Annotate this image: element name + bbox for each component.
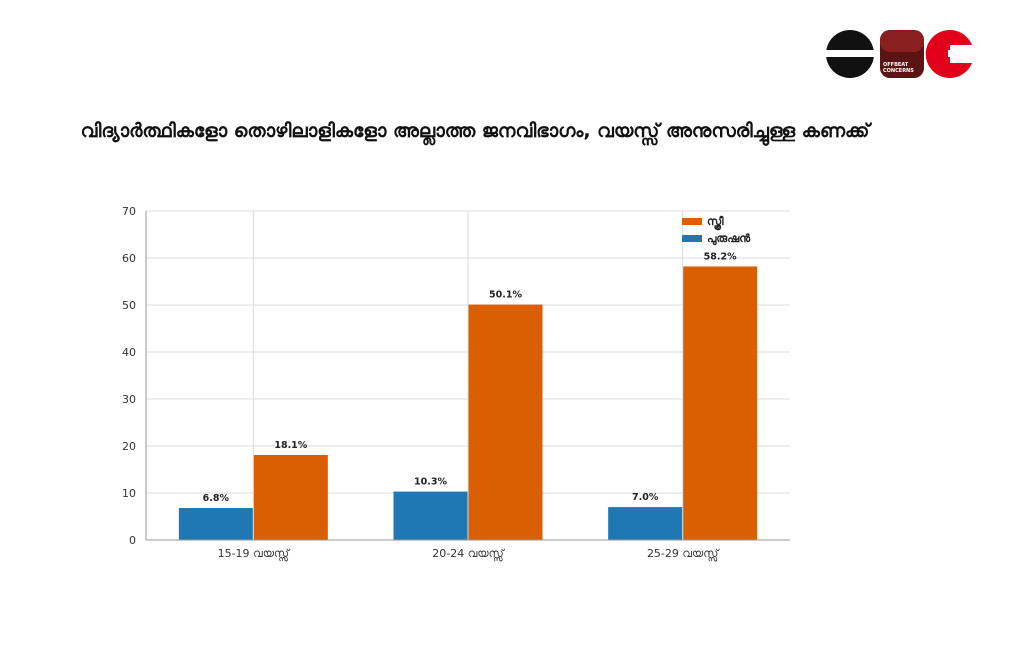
x-tick-label: 15-19 വയസ്സ്: [218, 547, 291, 561]
y-tick-label: 50: [122, 299, 136, 312]
y-tick-label: 60: [122, 252, 136, 265]
y-tick-label: 10: [122, 487, 136, 500]
chart-title: വിദ്യാർത്ഥികളോ തൊഴിലാളികളോ അല്ലാത്ത ജനവി…: [80, 120, 870, 142]
data-label: 10.3%: [414, 477, 447, 488]
bar-female-2: [683, 266, 758, 540]
x-tick-label: 25-29 വയസ്സ്: [647, 547, 720, 561]
data-label: 58.2%: [704, 251, 737, 262]
data-label: 18.1%: [274, 440, 307, 451]
data-label: 7.0%: [632, 492, 659, 503]
legend-swatch: [682, 235, 702, 242]
logo-dark-block-top: [880, 30, 924, 52]
bar-female-0: [253, 454, 328, 540]
offbeat-concerns-logo: [826, 30, 974, 78]
y-tick-label: 70: [122, 205, 136, 218]
logo-c-gap: [948, 50, 974, 57]
bar-female-1: [468, 304, 543, 540]
legend-label: സ്ത്രീ: [707, 215, 724, 231]
data-label: 50.1%: [489, 290, 522, 301]
bar-male-2: [608, 507, 683, 540]
data-label: 6.8%: [203, 493, 230, 504]
y-tick-label: 30: [122, 393, 136, 406]
y-tick-label: 0: [129, 534, 136, 547]
logo-text: OFFBEAT CONCERNS: [883, 62, 923, 74]
legend: സ്ത്രീപുരുഷൻ: [682, 215, 751, 246]
legend-label: പുരുഷൻ: [707, 232, 751, 246]
bars: 6.8% 18.1% 10.3% 50.1% 7.0% 58.2%: [178, 251, 758, 540]
logo-text-line2: CONCERNS: [883, 68, 914, 74]
logo-text-line1: OFFBEAT: [883, 62, 909, 68]
axes: 0 10 20 30 40 50 60 70 15-19 വയസ്സ് 20-24 വയസ്സ് 2…: [122, 205, 790, 561]
bar-male-0: [178, 508, 253, 540]
legend-swatch: [682, 218, 702, 225]
y-tick-label: 40: [122, 346, 136, 359]
logo-white-stripe: [826, 50, 874, 57]
x-tick-label: 20-24 വയസ്സ്: [432, 547, 505, 561]
y-tick-label: 20: [122, 440, 136, 453]
bar-male-1: [393, 491, 468, 540]
